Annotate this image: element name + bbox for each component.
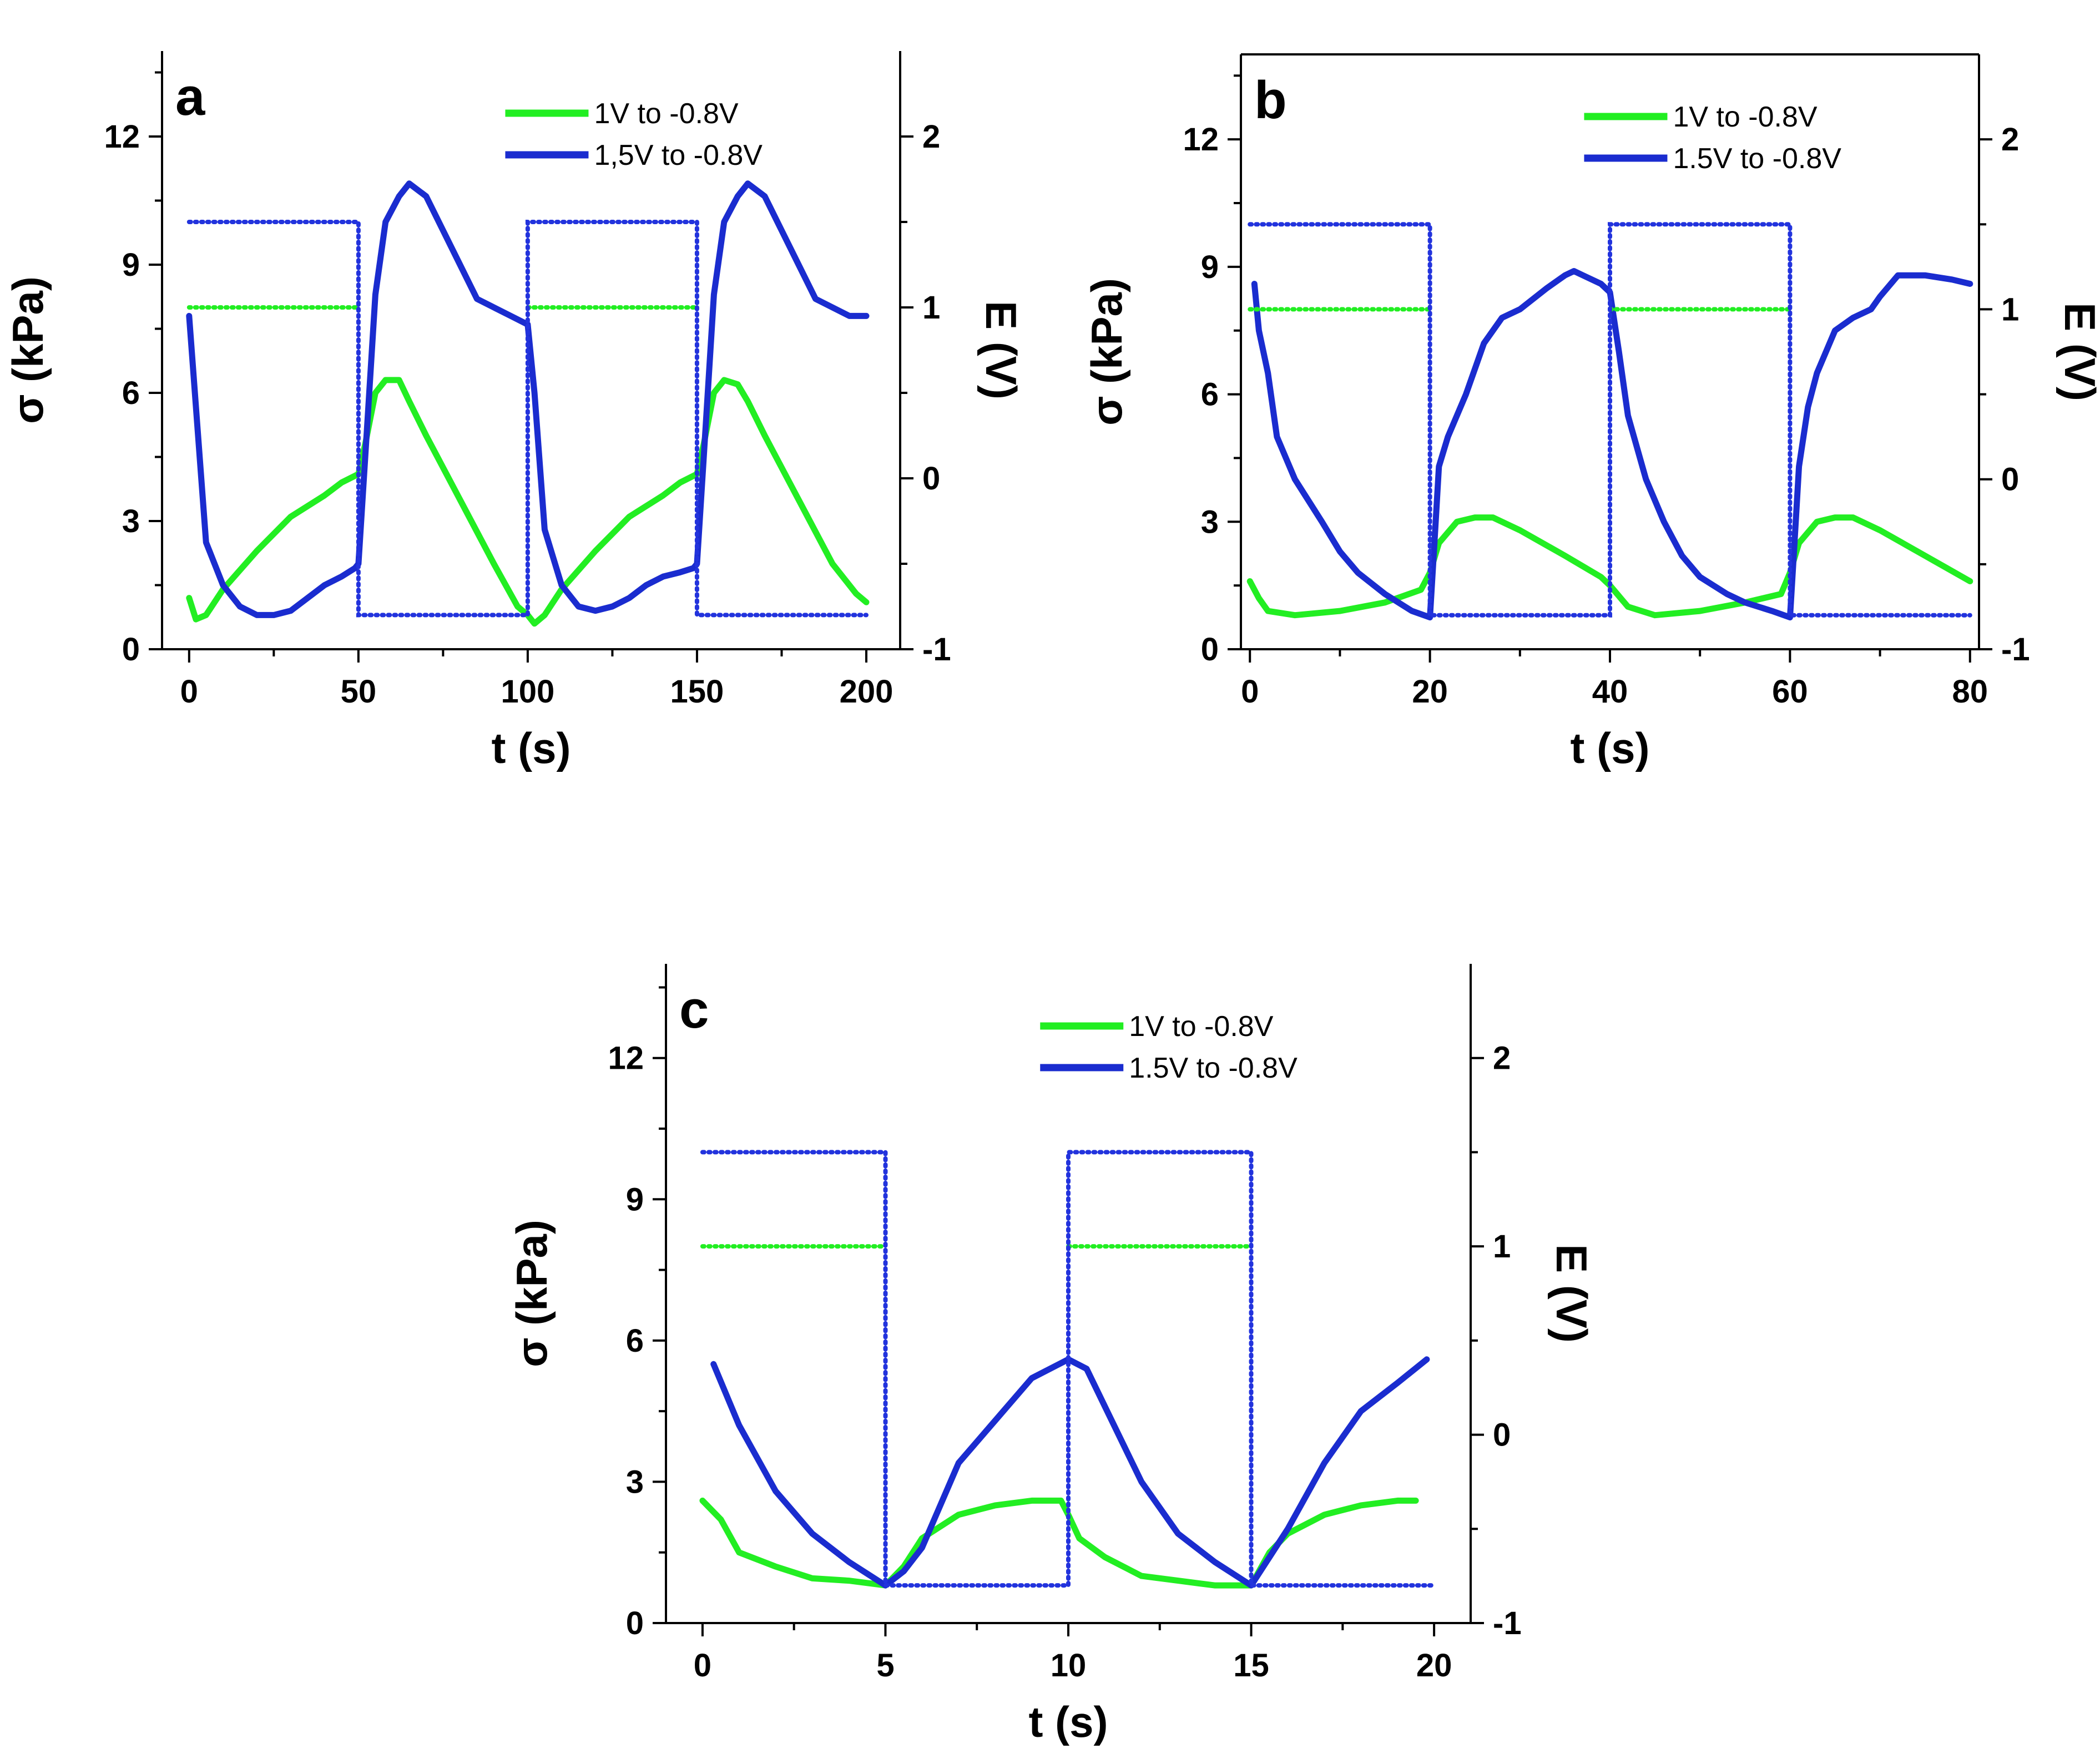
- x-axis-title: t (s): [1571, 724, 1650, 772]
- left-y-tick-label: 9: [1201, 249, 1219, 285]
- left-y-axis-title: σ (kPa): [1082, 278, 1131, 426]
- right-y-axis-title: E (V): [977, 301, 1026, 400]
- right-y-axis-title: E (V): [1547, 1244, 1596, 1343]
- right-y-tick-label: 0: [2001, 462, 2019, 498]
- left-y-tick-label: 0: [122, 631, 140, 668]
- legend-label: 1.5V to -0.8V: [1129, 1052, 1298, 1084]
- right-y-tick-label: 2: [922, 119, 940, 155]
- right-y-tick-label: 2: [1493, 1040, 1511, 1076]
- x-tick-label: 50: [341, 674, 377, 710]
- x-tick-label: 60: [1772, 674, 1808, 710]
- left-y-tick-label: 0: [626, 1605, 644, 1641]
- left-y-tick-label: 12: [1183, 122, 1219, 158]
- x-tick-label: 80: [1952, 674, 1988, 710]
- right-y-tick-label: 2: [2001, 122, 2019, 158]
- legend-label: 1V to -0.8V: [1129, 1010, 1273, 1043]
- left-y-tick-label: 12: [104, 119, 140, 155]
- right-y-tick-label: -1: [922, 631, 951, 668]
- x-tick-label: 20: [1412, 674, 1448, 710]
- panel-label: a: [175, 67, 205, 127]
- x-tick-label: 0: [694, 1647, 711, 1684]
- x-tick-label: 0: [1241, 674, 1259, 710]
- x-tick-label: 200: [840, 674, 893, 710]
- potential-blue-series-line: [1248, 222, 1972, 618]
- left-y-tick-label: 9: [122, 247, 140, 283]
- x-tick-label: 15: [1233, 1647, 1269, 1684]
- legend-label: 1,5V to -0.8V: [594, 139, 763, 171]
- x-tick-label: 150: [670, 674, 724, 710]
- x-tick-label: 40: [1592, 674, 1628, 710]
- legend-label: 1V to -0.8V: [1673, 101, 1817, 133]
- left-y-tick-label: 6: [626, 1323, 644, 1359]
- right-y-tick-label: 0: [922, 461, 940, 497]
- right-y-axis-title: E (V): [2056, 302, 2100, 401]
- right-y-tick-label: 1: [922, 290, 940, 326]
- left-y-tick-label: 3: [122, 503, 140, 539]
- legend-label: 1V to -0.8V: [594, 98, 738, 130]
- left-y-tick-label: 3: [626, 1464, 644, 1500]
- right-y-tick-label: 0: [1493, 1417, 1511, 1453]
- stress-green-series-line: [1246, 514, 1973, 619]
- left-y-axis-title: σ (kPa): [3, 276, 52, 424]
- potential-blue-series-line: [186, 220, 869, 618]
- x-tick-label: 20: [1416, 1647, 1452, 1684]
- left-y-tick-label: 6: [122, 375, 140, 411]
- stress-blue-series-line: [186, 180, 870, 618]
- left-y-axis-title: σ (kPa): [507, 1220, 556, 1367]
- x-tick-label: 10: [1051, 1647, 1087, 1684]
- x-tick-label: 0: [180, 674, 198, 710]
- right-y-tick-label: 1: [2001, 291, 2019, 327]
- x-axis-title: t (s): [1029, 1697, 1108, 1746]
- left-y-tick-label: 9: [626, 1181, 644, 1217]
- left-y-tick-label: 0: [1201, 631, 1219, 668]
- left-y-tick-label: 3: [1201, 504, 1219, 540]
- panel-label: b: [1254, 70, 1287, 130]
- left-y-tick-label: 12: [608, 1040, 644, 1076]
- x-axis-title: t (s): [492, 724, 571, 772]
- x-tick-label: 5: [876, 1647, 894, 1684]
- stress-blue-series-line: [1251, 268, 1973, 621]
- potential-blue-series-line: [700, 1150, 1437, 1588]
- right-y-tick-label: -1: [2001, 631, 2030, 668]
- stress-blue-series-line: [710, 1356, 1430, 1589]
- left-y-tick-label: 6: [1201, 377, 1219, 413]
- right-y-tick-label: 1: [1493, 1229, 1511, 1265]
- legend-label: 1.5V to -0.8V: [1673, 143, 1841, 175]
- right-y-tick-label: -1: [1493, 1605, 1522, 1641]
- panel-label: c: [679, 980, 709, 1039]
- x-tick-label: 100: [501, 674, 555, 710]
